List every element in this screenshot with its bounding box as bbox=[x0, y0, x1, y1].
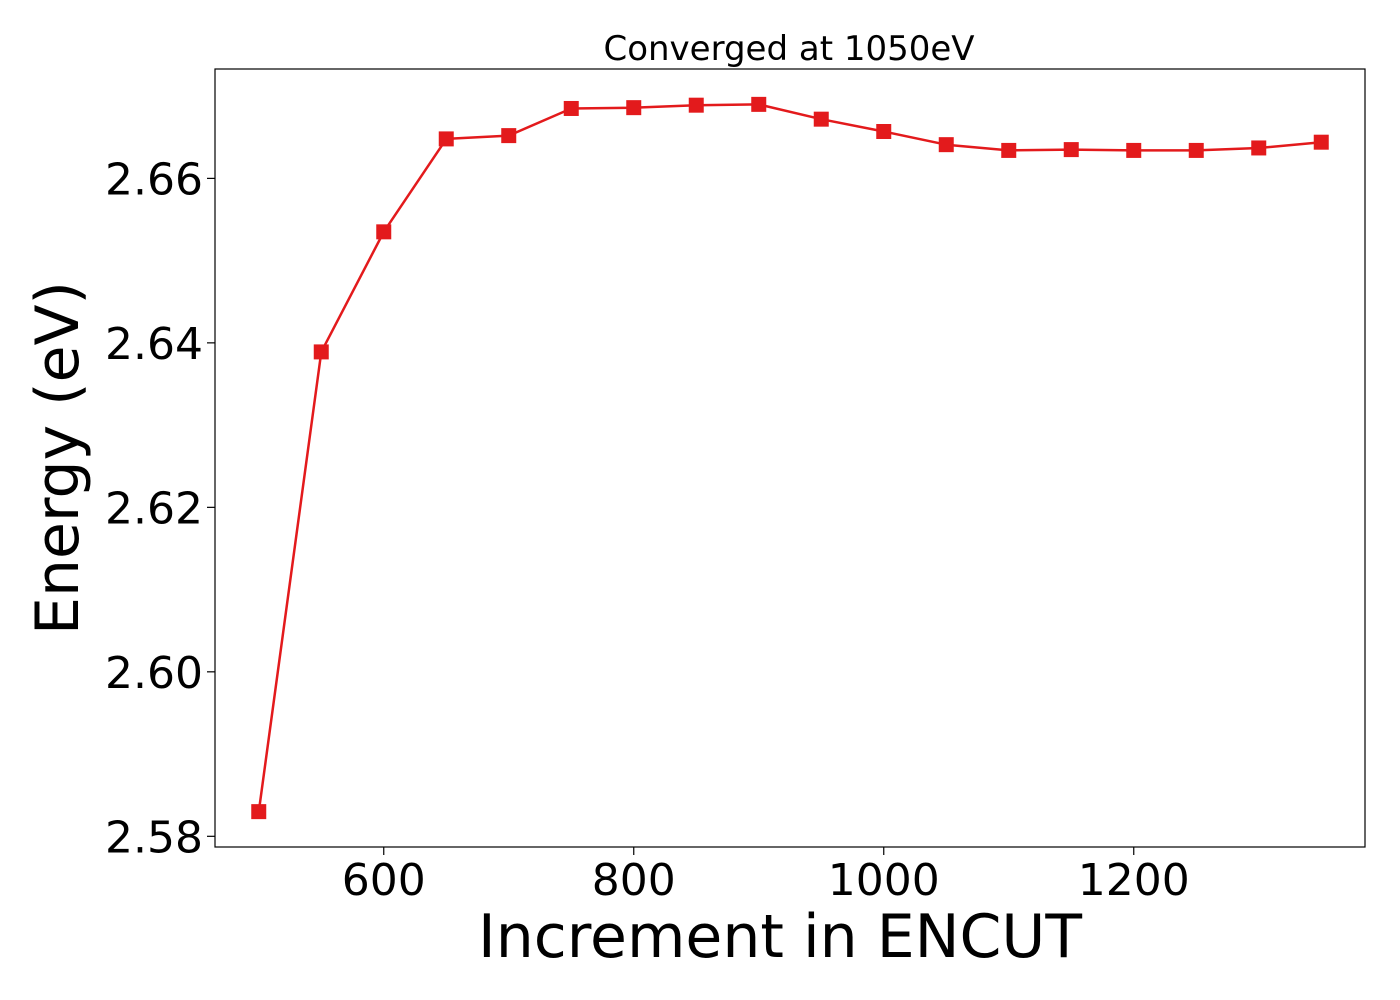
data-point-marker bbox=[563, 100, 579, 116]
data-point-marker bbox=[1188, 142, 1204, 158]
data-point-marker bbox=[1251, 140, 1267, 156]
series-layer bbox=[251, 96, 1329, 820]
x-tick-label: 800 bbox=[592, 855, 676, 906]
chart-title: Converged at 1050eV bbox=[603, 29, 974, 69]
data-point-marker bbox=[813, 111, 829, 127]
data-point-marker bbox=[1126, 142, 1142, 158]
data-point-marker bbox=[438, 131, 454, 147]
data-point-marker bbox=[1313, 134, 1329, 150]
y-tick-label: 2.66 bbox=[105, 154, 203, 205]
y-axis-ticks: 2.58 2.60 2.62 2.64 2.66 bbox=[105, 154, 215, 863]
data-point-marker bbox=[751, 96, 767, 112]
x-tick-label: 1200 bbox=[1078, 855, 1190, 906]
plot-area-frame bbox=[214, 68, 1366, 848]
data-point-marker bbox=[626, 100, 642, 116]
series-line bbox=[257, 103, 1322, 812]
y-tick-label: 2.64 bbox=[105, 319, 203, 370]
x-axis-label: Increment in ENCUT bbox=[478, 902, 1082, 972]
data-point-marker bbox=[1063, 142, 1079, 158]
y-axis-label: Energy (eV) bbox=[23, 281, 93, 635]
y-tick-label: 2.62 bbox=[105, 483, 203, 534]
data-point-marker bbox=[376, 224, 392, 240]
data-point-marker bbox=[501, 128, 517, 144]
data-point-marker bbox=[688, 97, 704, 113]
data-point-marker bbox=[1001, 142, 1017, 158]
data-point-marker bbox=[313, 344, 329, 360]
x-axis-ticks: 600 800 1000 1200 bbox=[342, 847, 1190, 906]
x-tick-label: 1000 bbox=[828, 855, 940, 906]
data-point-marker bbox=[938, 137, 954, 153]
x-tick-label: 600 bbox=[342, 855, 426, 906]
y-tick-label: 2.58 bbox=[105, 812, 203, 863]
data-point-marker bbox=[251, 804, 267, 820]
data-point-marker bbox=[876, 124, 892, 140]
y-tick-label: 2.60 bbox=[105, 648, 203, 699]
